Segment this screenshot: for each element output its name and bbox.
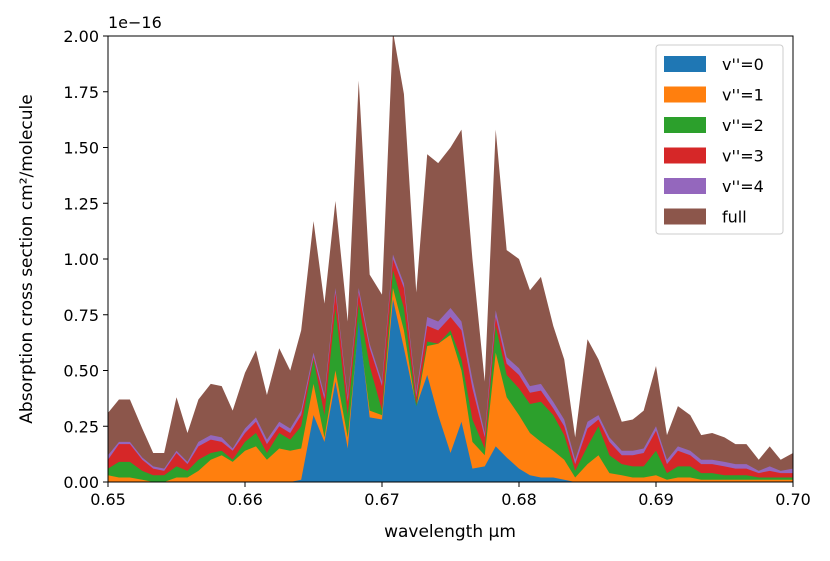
legend-swatch — [664, 178, 706, 194]
legend-box — [655, 44, 784, 235]
legend-label: v''=4 — [722, 177, 764, 196]
x-axis-label: wavelength μm — [384, 522, 516, 542]
legend-label: v''=0 — [722, 55, 764, 74]
y-axis-label: Absorption cross section cm²/molecule — [17, 94, 37, 423]
area-series-group — [108, 36, 793, 482]
legend-label: v''=3 — [722, 147, 764, 166]
x-tick-label: 0.67 — [364, 490, 400, 509]
legend-swatch — [664, 147, 706, 164]
x-tick-label: 0.68 — [501, 490, 537, 509]
x-tick-label: 0.69 — [638, 490, 674, 509]
area-full — [108, 36, 793, 482]
x-tick-label: 0.70 — [775, 490, 811, 509]
legend-label: v''=1 — [722, 86, 764, 105]
y-tick-label: 1.00 — [63, 250, 99, 269]
area-v-1 — [108, 287, 793, 482]
y-offset-label: 1e−16 — [108, 13, 162, 32]
y-tick-label: 0.50 — [63, 362, 99, 381]
legend-swatch — [664, 56, 706, 72]
y-tick-label: 1.75 — [63, 83, 99, 102]
y-tick-label: 0.25 — [63, 417, 99, 436]
y-tick-label: 0.00 — [63, 473, 99, 492]
y-tick-label: 1.25 — [63, 194, 99, 213]
legend-swatch — [664, 86, 706, 103]
axes-group: 0.65 0.66 0.67 0.68 0.69 0.70 0.00 0.25 0.50 0.75… — [63, 27, 810, 509]
legend-swatch — [664, 208, 706, 225]
y-tick-label: 2.00 — [63, 27, 99, 46]
x-tick-label: 0.65 — [90, 490, 126, 509]
x-tick-label: 0.66 — [227, 490, 263, 509]
legend: v''=0 v''=1 v''=2 v''=3 v''=4 full — [655, 44, 784, 235]
legend-swatch — [664, 117, 706, 133]
y-tick-label: 0.75 — [63, 306, 99, 325]
y-tick-label: 1.50 — [63, 139, 99, 158]
legend-label: full — [722, 208, 747, 227]
legend-label: v''=2 — [722, 116, 764, 135]
